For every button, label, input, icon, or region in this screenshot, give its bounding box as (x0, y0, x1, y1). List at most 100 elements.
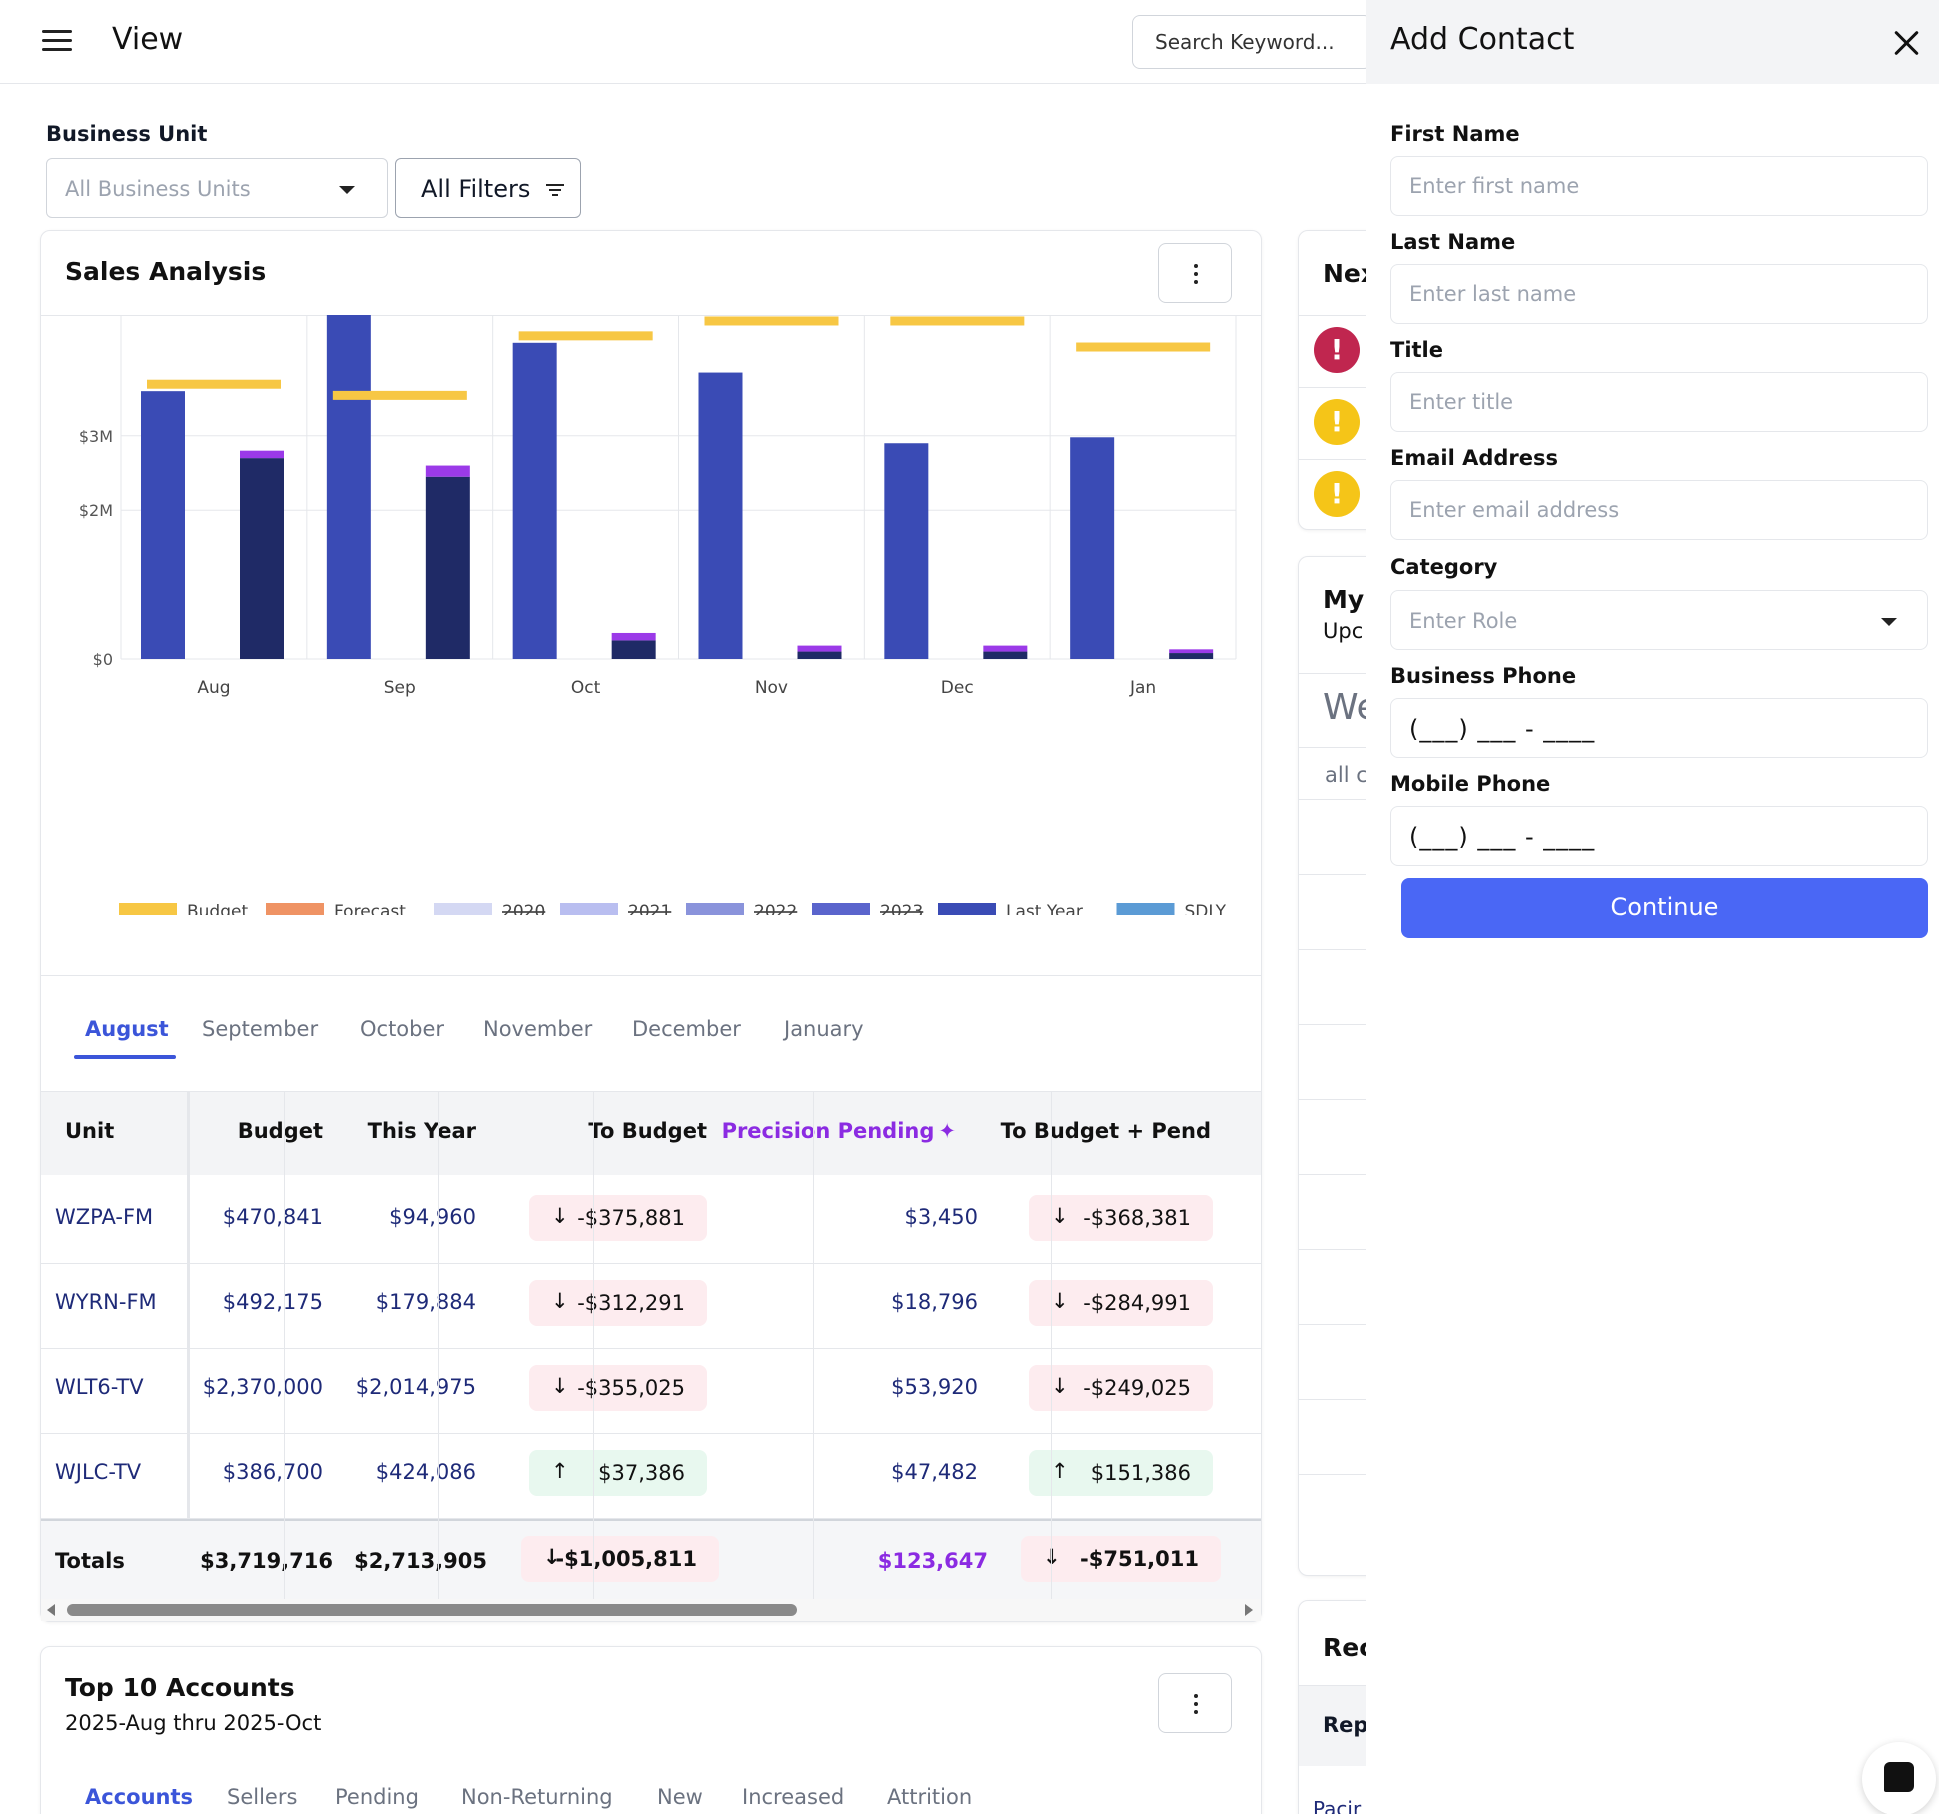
legend-swatch (686, 903, 744, 915)
unit-link[interactable]: WYRN-FM (55, 1290, 157, 1314)
search-input[interactable]: Search Keyword... (1132, 15, 1372, 69)
bar-last-year (141, 391, 185, 659)
scroll-right-icon[interactable] (1245, 1604, 1253, 1616)
tab-increased[interactable]: Increased (742, 1785, 845, 1809)
unit-link[interactable]: WLT6-TV (55, 1375, 144, 1399)
mobile-phone-field[interactable]: (___) ___ - ____ (1390, 806, 1928, 866)
legend-swatch (434, 903, 492, 915)
sales-more-button[interactable] (1158, 243, 1232, 303)
tab-november[interactable]: November (483, 1017, 593, 1041)
x-tick-label: Oct (571, 678, 601, 698)
business-unit-select[interactable]: All Business Units (46, 158, 388, 218)
to-budget-pend-pill: ↓ -$368,381 (1029, 1195, 1213, 1241)
tab-january[interactable]: January (784, 1017, 864, 1041)
top-accounts-subtitle: 2025-Aug thru 2025-Oct (65, 1711, 322, 1735)
my-card-subtitle: Upc (1323, 619, 1364, 643)
report-label: Rep (1323, 1713, 1369, 1737)
tab-pending[interactable]: Pending (335, 1785, 419, 1809)
bar-last-year (884, 443, 929, 659)
email-label: Email Address (1390, 446, 1559, 470)
close-icon[interactable] (1894, 30, 1920, 56)
tab-december[interactable]: December (632, 1017, 741, 1041)
unit-link[interactable]: WJLC-TV (55, 1460, 142, 1484)
legend-label: 2022 (754, 902, 797, 915)
tab-october[interactable]: October (360, 1017, 445, 1041)
y-tick-label: $2M (79, 501, 113, 520)
hour-divider (1299, 1099, 1419, 1100)
all-filters-button[interactable]: All Filters (395, 158, 581, 218)
arrow-down-icon: ↓ (1051, 1374, 1069, 1398)
bar-this-year (1169, 653, 1214, 659)
budget-marker (518, 331, 653, 341)
add-contact-drawer: Add Contact First Name Last Name Title E… (1366, 0, 1939, 1814)
menu-icon[interactable] (42, 30, 72, 52)
card-divider (1299, 459, 1419, 460)
table-row (41, 1348, 1261, 1349)
table-header: This Year (367, 1119, 476, 1143)
email-field[interactable] (1390, 480, 1928, 540)
tab-sellers[interactable]: Sellers (227, 1785, 298, 1809)
first-name-field[interactable] (1390, 156, 1928, 216)
category-select[interactable]: Enter Role (1390, 590, 1928, 650)
legend-label: Last Year (1006, 902, 1083, 915)
to-budget-pill: ↑ $37,386 (529, 1450, 707, 1496)
totals-to-budget-pill: ↓ -$1,005,811 (521, 1536, 719, 1582)
card-divider (1299, 387, 1419, 388)
business-phone-field[interactable]: (___) ___ - ____ (1390, 698, 1928, 758)
card-divider (1299, 315, 1419, 316)
hour-divider (1299, 874, 1419, 875)
x-tick-label: Sep (384, 678, 416, 698)
legend-label: Budget (187, 902, 248, 915)
scroll-left-icon[interactable] (47, 1604, 55, 1616)
chevron-down-icon (1881, 618, 1897, 626)
unit-link[interactable]: WZPA-FM (55, 1205, 154, 1229)
continue-button[interactable]: Continue (1401, 878, 1928, 938)
mobile-phone-label: Mobile Phone (1390, 772, 1551, 796)
hour-divider (1299, 1324, 1419, 1325)
totals-this-year: $2,713,905 (354, 1549, 487, 1573)
to-budget-pend-value: -$249,025 (1083, 1376, 1191, 1400)
totals-label: Totals (55, 1549, 125, 1573)
title-field[interactable] (1390, 372, 1928, 432)
legend-label: 2020 (502, 902, 545, 915)
bar-precision-pending (797, 645, 842, 652)
table-header: Budget (237, 1119, 323, 1143)
filter-icon (545, 181, 564, 199)
bar-last-year (512, 342, 557, 659)
card-divider (41, 315, 1261, 316)
all-filters-label: All Filters (421, 175, 531, 203)
table-row (41, 1433, 1261, 1434)
page-title: View (112, 22, 184, 57)
horizontal-scrollbar[interactable] (41, 1599, 1261, 1621)
bar-precision-pending (240, 450, 284, 459)
totals-to-budget-pend-pill: ↓-$751,011 (1021, 1536, 1221, 1582)
pending-cell: $18,796 (891, 1290, 978, 1314)
business-unit-value: All Business Units (65, 177, 251, 201)
last-name-field[interactable] (1390, 264, 1928, 324)
budget-cell: $386,700 (222, 1460, 323, 1484)
this-year-cell: $2,014,975 (355, 1375, 476, 1399)
tab-august[interactable]: August (85, 1017, 169, 1041)
legend-swatch (266, 903, 324, 915)
card-divider (1299, 747, 1419, 748)
chat-button[interactable] (1862, 1742, 1936, 1814)
scrollbar-thumb[interactable] (67, 1604, 797, 1616)
pacing-link[interactable]: Pacir (1313, 1797, 1362, 1814)
all-day-label: all c (1325, 763, 1368, 787)
table-header: To Budget + Pend (1000, 1119, 1211, 1143)
tab-attrition[interactable]: Attrition (887, 1785, 973, 1809)
category-placeholder: Enter Role (1409, 609, 1518, 633)
my-card-title: My (1323, 585, 1365, 614)
active-tab-underline (74, 1055, 176, 1059)
tab-accounts[interactable]: Accounts (85, 1785, 194, 1809)
pending-cell: $3,450 (904, 1205, 978, 1229)
tab-september[interactable]: September (202, 1017, 319, 1041)
to-budget-value: $37,386 (598, 1461, 685, 1485)
top-accounts-more-button[interactable] (1158, 1673, 1232, 1733)
tab-new[interactable]: New (657, 1785, 703, 1809)
totals-pending: $123,647 (877, 1549, 988, 1573)
business-phone-label: Business Phone (1390, 664, 1577, 688)
next-card: Nex ! ! ! (1298, 230, 1419, 530)
tab-non-returning[interactable]: Non-Returning (461, 1785, 613, 1809)
bar-last-year (698, 372, 743, 659)
